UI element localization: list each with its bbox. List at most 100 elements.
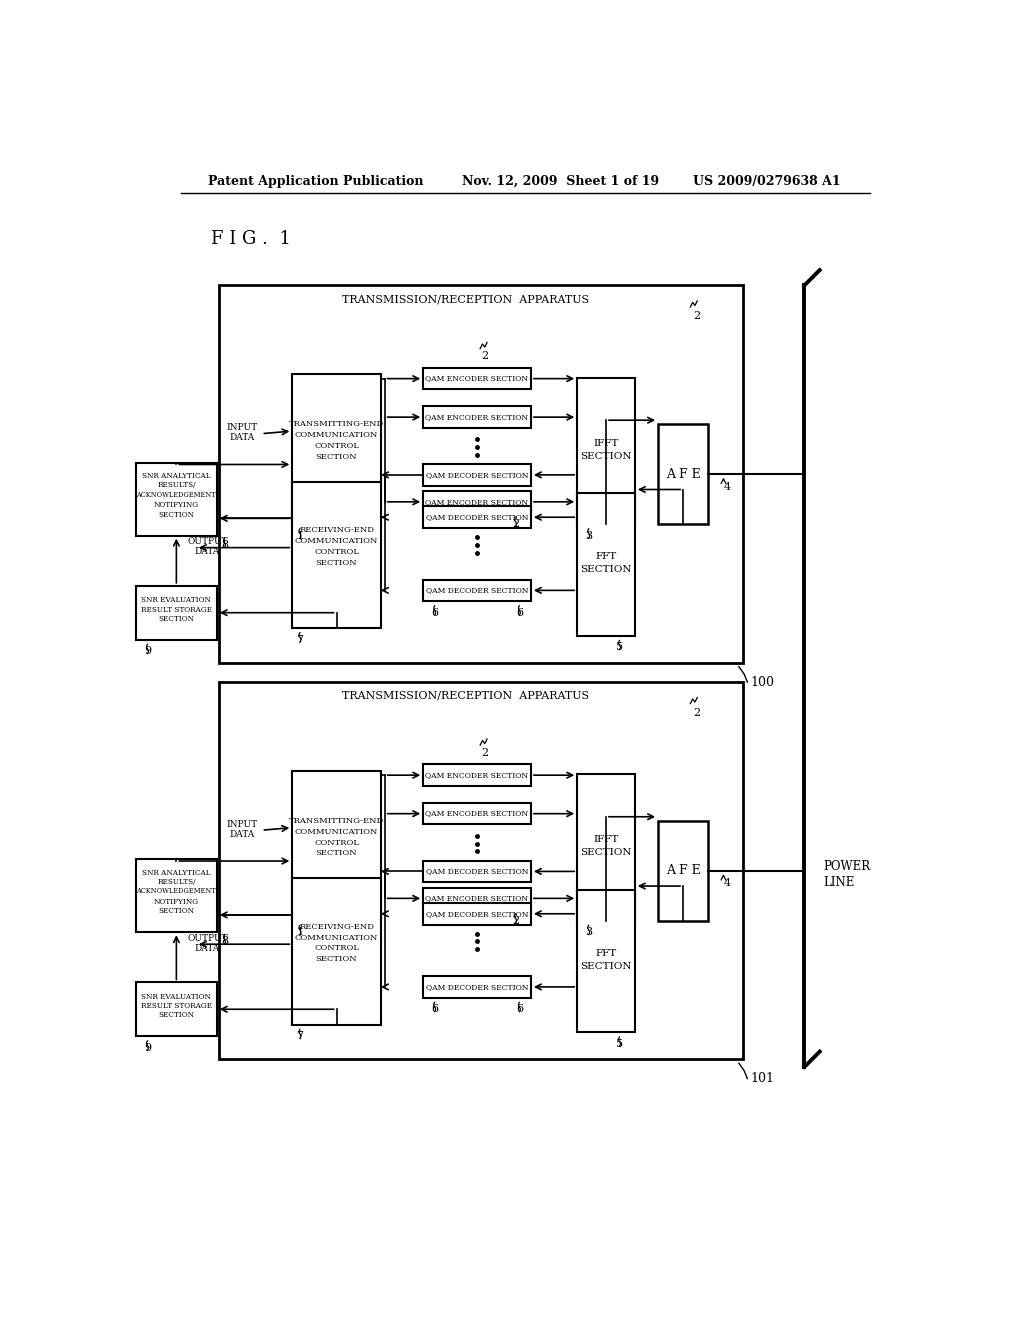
Bar <box>423 764 531 785</box>
Text: QAM DECODER SECTION: QAM DECODER SECTION <box>426 586 528 594</box>
Text: SNR ANALYTICAL: SNR ANALYTICAL <box>142 869 211 876</box>
Text: RESULT STORAGE: RESULT STORAGE <box>141 606 212 614</box>
Bar <box>423 407 531 428</box>
Text: FFT: FFT <box>595 949 616 958</box>
Text: 6: 6 <box>516 1005 523 1014</box>
Text: TRANSMITTING-END: TRANSMITTING-END <box>289 421 384 429</box>
Text: DATA: DATA <box>195 546 220 556</box>
Text: 6: 6 <box>431 1005 438 1014</box>
Bar <box>219 682 742 1059</box>
Bar <box>658 821 708 921</box>
Text: QAM ENCODER SECTION: QAM ENCODER SECTION <box>426 809 528 817</box>
Text: SNR EVALUATION: SNR EVALUATION <box>141 597 211 605</box>
Text: 1: 1 <box>296 531 303 541</box>
Text: SECTION: SECTION <box>159 615 195 623</box>
Text: NOTIFYING: NOTIFYING <box>154 502 199 510</box>
Text: DATA: DATA <box>229 829 255 838</box>
Text: 2: 2 <box>693 312 700 321</box>
Text: CONTROL: CONTROL <box>314 442 359 450</box>
Text: TRANSMITTING-END: TRANSMITTING-END <box>289 817 384 825</box>
Text: QAM DECODER SECTION: QAM DECODER SECTION <box>426 909 528 917</box>
Text: 2: 2 <box>512 916 519 925</box>
Text: 8: 8 <box>221 540 228 550</box>
Text: SECTION: SECTION <box>315 558 357 566</box>
Text: 2: 2 <box>481 351 488 362</box>
Text: 6: 6 <box>431 607 438 618</box>
Text: 7: 7 <box>297 635 303 644</box>
Bar <box>423 903 531 924</box>
Text: IFFT: IFFT <box>593 438 618 447</box>
Text: SECTION: SECTION <box>159 1011 195 1019</box>
Text: 9: 9 <box>144 647 152 656</box>
Bar <box>578 494 635 636</box>
Bar <box>423 861 531 882</box>
Text: CONTROL: CONTROL <box>314 944 359 953</box>
Text: 101: 101 <box>751 1072 774 1085</box>
Bar <box>423 887 531 909</box>
Text: US 2009/0279638 A1: US 2009/0279638 A1 <box>692 176 841 187</box>
Bar <box>658 424 708 524</box>
Text: QAM DECODER SECTION: QAM DECODER SECTION <box>426 471 528 479</box>
Text: FFT: FFT <box>595 552 616 561</box>
Text: RESULTS/: RESULTS/ <box>157 878 196 886</box>
Text: SNR EVALUATION: SNR EVALUATION <box>141 993 211 1001</box>
Text: RESULTS/: RESULTS/ <box>157 482 196 490</box>
Text: QAM ENCODER SECTION: QAM ENCODER SECTION <box>426 413 528 421</box>
Text: SECTION: SECTION <box>581 451 632 461</box>
Text: QAM ENCODER SECTION: QAM ENCODER SECTION <box>426 895 528 903</box>
Bar <box>136 462 217 536</box>
Text: DATA: DATA <box>195 944 220 953</box>
Text: SECTION: SECTION <box>581 565 632 574</box>
Text: ACKNOWLEDGEMENT: ACKNOWLEDGEMENT <box>136 491 216 499</box>
Bar <box>136 982 217 1036</box>
Text: F I G .  1: F I G . 1 <box>211 230 291 248</box>
Bar <box>578 378 635 524</box>
Text: DATA: DATA <box>229 433 255 442</box>
Text: 100: 100 <box>751 676 774 689</box>
Text: CONTROL: CONTROL <box>314 548 359 556</box>
Bar <box>136 859 217 932</box>
Bar <box>423 491 531 512</box>
Text: 5: 5 <box>616 643 623 652</box>
Bar <box>292 771 381 921</box>
Text: QAM ENCODER SECTION: QAM ENCODER SECTION <box>426 375 528 383</box>
Text: TRANSMISSION/RECEPTION  APPARATUS: TRANSMISSION/RECEPTION APPARATUS <box>342 690 589 701</box>
Text: SECTION: SECTION <box>159 907 195 915</box>
Text: SNR ANALYTICAL: SNR ANALYTICAL <box>142 473 211 480</box>
Text: 6: 6 <box>516 607 523 618</box>
Text: Nov. 12, 2009  Sheet 1 of 19: Nov. 12, 2009 Sheet 1 of 19 <box>462 176 658 187</box>
Bar <box>292 482 381 628</box>
Text: QAM ENCODER SECTION: QAM ENCODER SECTION <box>426 498 528 506</box>
Text: SECTION: SECTION <box>581 962 632 972</box>
Text: 2: 2 <box>512 519 519 529</box>
Bar <box>578 775 635 921</box>
Text: RECEIVING-END: RECEIVING-END <box>299 923 374 931</box>
Bar <box>136 586 217 640</box>
Text: ACKNOWLEDGEMENT: ACKNOWLEDGEMENT <box>136 887 216 895</box>
Text: 4: 4 <box>724 482 731 491</box>
Bar <box>578 890 635 1032</box>
Text: QAM ENCODER SECTION: QAM ENCODER SECTION <box>426 771 528 779</box>
Text: SECTION: SECTION <box>315 453 357 461</box>
Text: 3: 3 <box>585 927 592 937</box>
Text: TRANSMISSION/RECEPTION  APPARATUS: TRANSMISSION/RECEPTION APPARATUS <box>342 294 589 305</box>
Text: COMMUNICATION: COMMUNICATION <box>295 432 378 440</box>
Text: 4: 4 <box>724 878 731 888</box>
Text: QAM DECODER SECTION: QAM DECODER SECTION <box>426 513 528 521</box>
Text: 8: 8 <box>221 936 228 946</box>
Text: COMMUNICATION: COMMUNICATION <box>295 537 378 545</box>
Text: IFFT: IFFT <box>593 836 618 845</box>
Bar <box>292 878 381 1024</box>
Text: A F E: A F E <box>666 865 700 878</box>
Bar <box>219 285 742 663</box>
Text: RESULT STORAGE: RESULT STORAGE <box>141 1002 212 1010</box>
Bar <box>423 803 531 825</box>
Text: RECEIVING-END: RECEIVING-END <box>299 527 374 535</box>
Text: SECTION: SECTION <box>315 849 357 857</box>
Text: POWER
LINE: POWER LINE <box>823 861 870 888</box>
Text: 2: 2 <box>693 708 700 718</box>
Text: 7: 7 <box>297 1031 303 1041</box>
Text: OUTPUT: OUTPUT <box>187 933 228 942</box>
Text: 2: 2 <box>481 748 488 758</box>
Text: CONTROL: CONTROL <box>314 838 359 846</box>
